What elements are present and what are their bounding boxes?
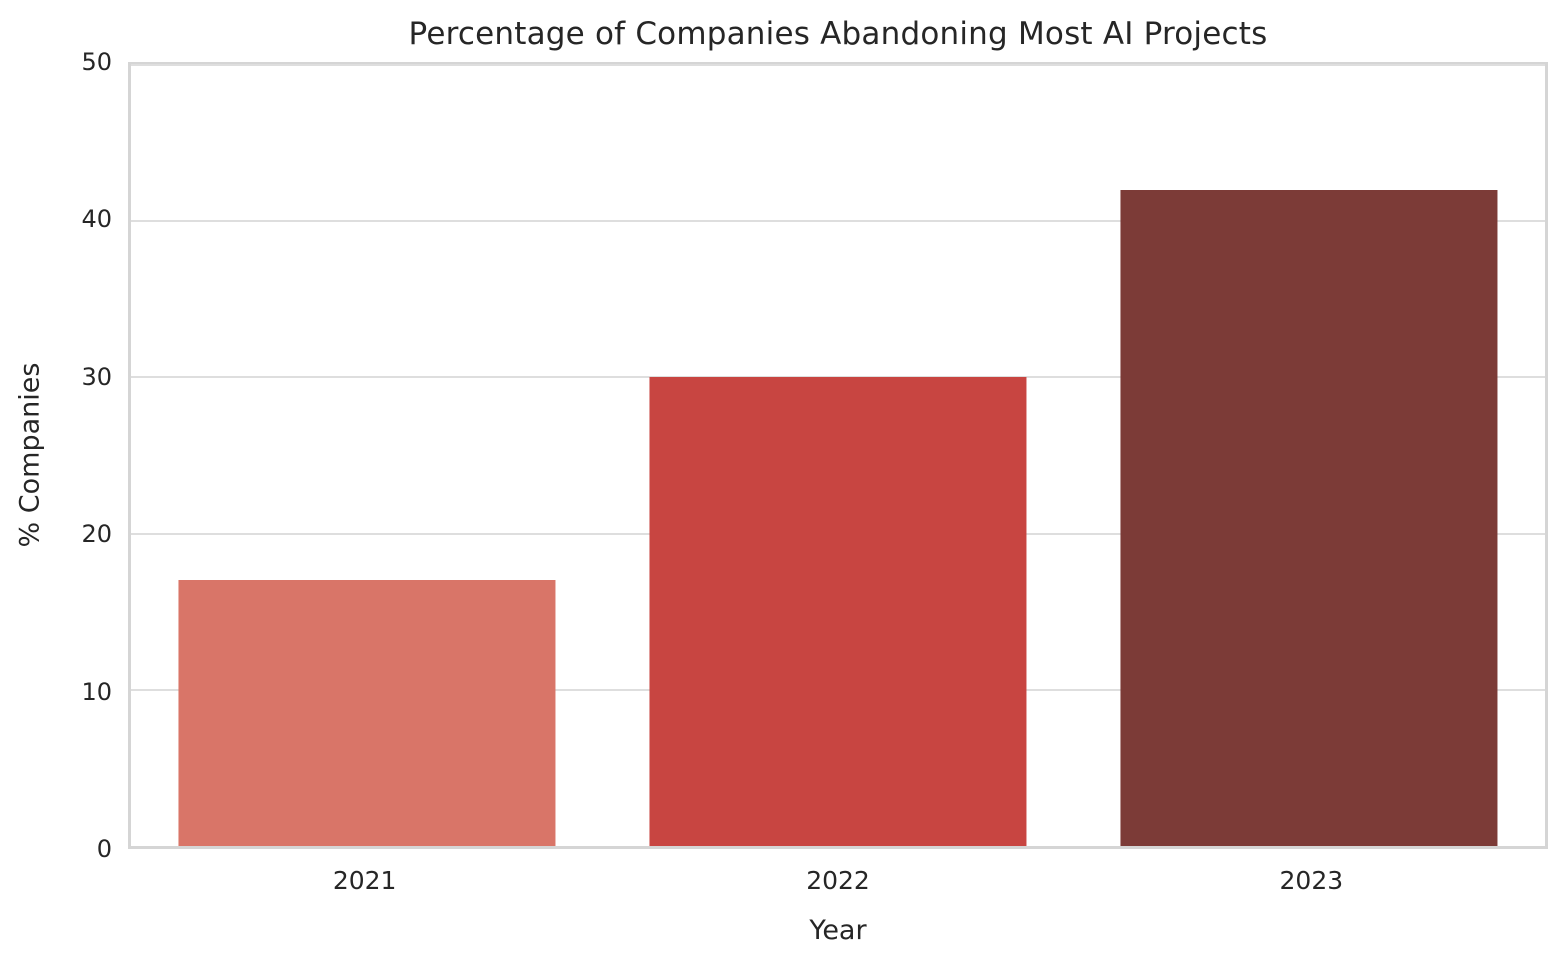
y-tick-label-30: 30 [81, 362, 112, 391]
y-tick-label-20: 20 [81, 520, 112, 549]
bar-2021 [178, 580, 556, 846]
bar-2023 [1120, 189, 1498, 846]
x-tick-label-2021: 2021 [332, 866, 397, 895]
y-tick-label-0: 0 [96, 835, 112, 863]
y-axis-ticks: 0 10 20 30 40 50 [0, 48, 112, 863]
y-tick-label-10: 10 [81, 677, 112, 706]
chart-title: Percentage of Companies Abandoning Most … [408, 16, 1268, 52]
plot-area [128, 62, 1548, 849]
x-axis-label: Year [809, 915, 867, 946]
bar-2022 [649, 377, 1027, 846]
x-tick-label-2023: 2023 [1279, 866, 1344, 895]
gridline-y-40 [131, 220, 1545, 223]
gridline-y-50 [131, 64, 1545, 66]
x-axis-ticks: 2021 2022 2023 [128, 866, 1548, 902]
y-tick-label-40: 40 [81, 205, 112, 234]
y-tick-label-50: 50 [81, 48, 112, 76]
x-tick-label-2022: 2022 [806, 866, 870, 895]
